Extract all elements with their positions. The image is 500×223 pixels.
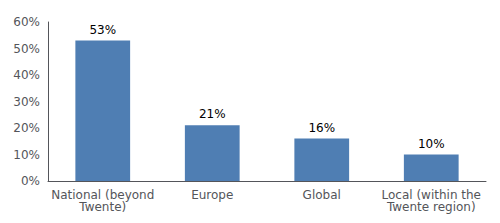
svg-text:40%: 40% <box>13 68 40 82</box>
svg-text:0%: 0% <box>21 174 40 188</box>
svg-text:50%: 50% <box>13 42 40 56</box>
svg-text:53%: 53% <box>89 23 116 37</box>
svg-text:Twente region): Twente region) <box>386 200 476 214</box>
svg-text:60%: 60% <box>13 15 40 29</box>
svg-text:16%: 16% <box>308 121 335 135</box>
svg-text:National (beyond: National (beyond <box>51 188 155 202</box>
svg-text:10%: 10% <box>13 148 40 162</box>
svg-text:10%: 10% <box>418 137 445 151</box>
svg-text:20%: 20% <box>13 121 40 135</box>
svg-text:Europe: Europe <box>191 188 233 202</box>
svg-text:Twente): Twente) <box>78 200 126 214</box>
svg-text:Local (within the: Local (within the <box>381 188 481 202</box>
svg-text:Global: Global <box>303 188 341 202</box>
svg-text:21%: 21% <box>199 107 226 121</box>
svg-text:30%: 30% <box>13 95 40 109</box>
